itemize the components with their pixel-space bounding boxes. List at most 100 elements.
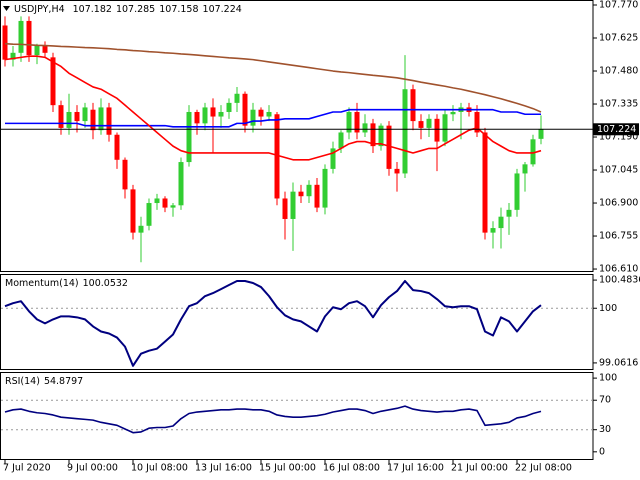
candle-body bbox=[410, 89, 416, 122]
candle-body bbox=[538, 129, 544, 139]
candle-body bbox=[42, 45, 48, 53]
x-tick-label: 9 Jul 00:00 bbox=[67, 463, 118, 474]
candle-body bbox=[242, 93, 248, 126]
moving-average bbox=[4, 55, 542, 161]
candle-body bbox=[346, 111, 352, 133]
candle-body bbox=[394, 168, 400, 174]
candle-body bbox=[186, 111, 192, 163]
pane-border bbox=[0, 0, 594, 272]
indicator-header: RSI(14) 54.8797 bbox=[5, 376, 83, 387]
symbol-title: USDJPY,H4 bbox=[14, 4, 65, 15]
x-tick-label: 13 Jul 16:00 bbox=[195, 463, 252, 474]
candle-body bbox=[138, 225, 144, 233]
x-tick-label: 10 Jul 08:00 bbox=[131, 463, 188, 474]
candle-body bbox=[274, 114, 280, 199]
candle-body bbox=[154, 198, 160, 204]
y-tick-label: 100 bbox=[599, 303, 617, 314]
candle-body bbox=[210, 107, 216, 117]
candle-body bbox=[10, 52, 16, 60]
candle-body bbox=[530, 139, 536, 165]
last-price-box bbox=[593, 123, 639, 136]
candle-body bbox=[234, 93, 240, 103]
moving-average bbox=[4, 42, 542, 113]
candle-body bbox=[250, 109, 256, 126]
candle-body bbox=[418, 121, 424, 128]
candle-body bbox=[522, 164, 528, 174]
indicator-header: Momentum(14) 100.0532 bbox=[5, 278, 128, 289]
indicator-value: 54.8797 bbox=[44, 376, 83, 387]
candle-body bbox=[450, 111, 456, 115]
y-tick-label: 107.480 bbox=[599, 66, 638, 77]
candle-body bbox=[226, 102, 232, 112]
candle-body bbox=[354, 111, 360, 133]
candle-body bbox=[146, 203, 152, 226]
y-tick-label: 70 bbox=[599, 395, 611, 406]
candle-body bbox=[306, 184, 312, 197]
indicator-value: 100.0532 bbox=[83, 278, 128, 289]
candle-body bbox=[34, 45, 40, 56]
candle-body bbox=[482, 132, 488, 233]
header-open: 107.182 bbox=[73, 4, 112, 15]
y-tick-label: 100.4836 bbox=[599, 275, 640, 286]
y-tick-label: 106.900 bbox=[599, 198, 638, 209]
candle-body bbox=[402, 89, 408, 174]
candle-body bbox=[514, 173, 520, 210]
last-price-label: 107.224 bbox=[597, 124, 636, 135]
candle-body bbox=[506, 209, 512, 217]
y-tick-label: 107.625 bbox=[599, 33, 638, 44]
x-tick-label: 22 Jul 08:00 bbox=[515, 463, 572, 474]
y-tick-label: 106.610 bbox=[599, 264, 638, 275]
candle-body bbox=[426, 118, 432, 128]
candle-body bbox=[130, 189, 136, 233]
candle-body bbox=[258, 109, 264, 117]
candle-body bbox=[490, 228, 496, 233]
y-tick-label: 99.0616 bbox=[599, 357, 638, 368]
candle-body bbox=[314, 184, 320, 208]
candle-body bbox=[202, 107, 208, 124]
header-high: 107.285 bbox=[116, 4, 155, 15]
candle-body bbox=[322, 168, 328, 208]
candle-body bbox=[362, 123, 368, 133]
chart-header: USDJPY,H4 107.182 107.285 107.158 107.224 bbox=[14, 4, 242, 15]
indicator-title: Momentum(14) bbox=[5, 278, 79, 289]
candle-body bbox=[474, 111, 480, 133]
candle-body bbox=[194, 111, 200, 124]
candle-body bbox=[434, 118, 440, 142]
candle-body bbox=[442, 114, 448, 142]
indicator-line bbox=[4, 405, 542, 434]
y-tick-label: 107.335 bbox=[599, 99, 638, 110]
candle-body bbox=[26, 20, 32, 56]
candle-body bbox=[378, 125, 384, 147]
candle-body bbox=[122, 159, 128, 190]
candle-body bbox=[74, 111, 80, 122]
x-tick-label: 15 Jul 00:00 bbox=[259, 463, 316, 474]
candle-body bbox=[370, 123, 376, 147]
candle-body bbox=[162, 198, 168, 208]
x-tick-label: 16 Jul 08:00 bbox=[323, 463, 380, 474]
y-tick-label: 107.190 bbox=[599, 132, 638, 143]
y-tick-label: 0 bbox=[599, 446, 605, 457]
candle-body bbox=[338, 132, 344, 149]
y-tick-label: 100 bbox=[599, 373, 617, 384]
pane-border bbox=[0, 274, 594, 370]
candle-body bbox=[178, 162, 184, 206]
candle-body bbox=[170, 205, 176, 208]
indicator-title: RSI(14) bbox=[5, 376, 40, 387]
x-tick-label: 17 Jul 16:00 bbox=[387, 463, 444, 474]
candle-body bbox=[298, 191, 304, 197]
candle-body bbox=[106, 107, 112, 135]
candle-body bbox=[50, 57, 56, 106]
candle-body bbox=[90, 109, 96, 131]
y-tick-label: 107.770 bbox=[599, 0, 638, 11]
candle-body bbox=[498, 216, 504, 229]
candle-body bbox=[290, 191, 296, 219]
menu-triangle bbox=[3, 6, 10, 11]
candle-body bbox=[2, 25, 8, 60]
x-tick-label: 7 Jul 2020 bbox=[3, 463, 51, 474]
candle-body bbox=[82, 107, 88, 122]
candle-body bbox=[266, 111, 272, 117]
candle-body bbox=[66, 111, 72, 128]
candle-body bbox=[386, 125, 392, 169]
